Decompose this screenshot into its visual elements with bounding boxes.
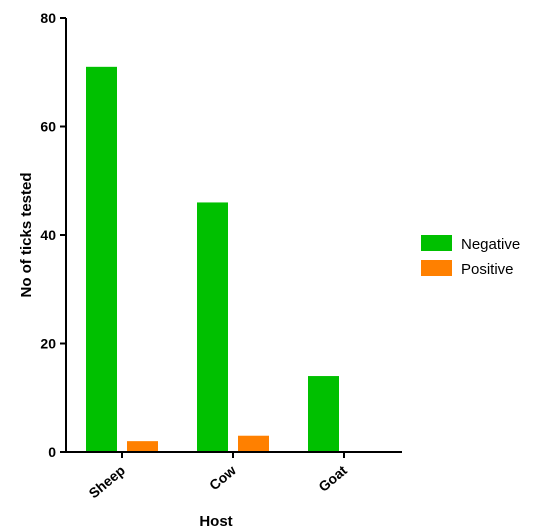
y-tick-label: 80 [40,10,56,26]
legend-swatch-positive [421,260,452,276]
x-tick-label: Sheep [85,462,127,501]
y-tick-label: 20 [40,336,56,352]
x-tick-label: Cow [206,462,239,493]
y-tick-label: 60 [40,119,56,135]
plot-area [86,66,339,452]
bar-positive-cow [238,435,269,452]
x-tick-label: Goat [315,462,350,495]
legend-label-negative: Negative [461,236,520,253]
bar-positive-sheep [127,441,158,452]
legend-swatch-negative [421,235,452,251]
bar-negative-goat [308,376,339,452]
y-axis-title: No of ticks tested [18,172,35,297]
x-axis-title: Host [199,513,232,530]
y-tick-label: 40 [40,227,56,243]
legend: Negative Positive [421,235,520,278]
legend-label-positive: Positive [461,261,514,278]
bar-negative-sheep [86,66,117,452]
bar-negative-cow [197,202,228,452]
y-tick-label: 0 [48,444,56,460]
